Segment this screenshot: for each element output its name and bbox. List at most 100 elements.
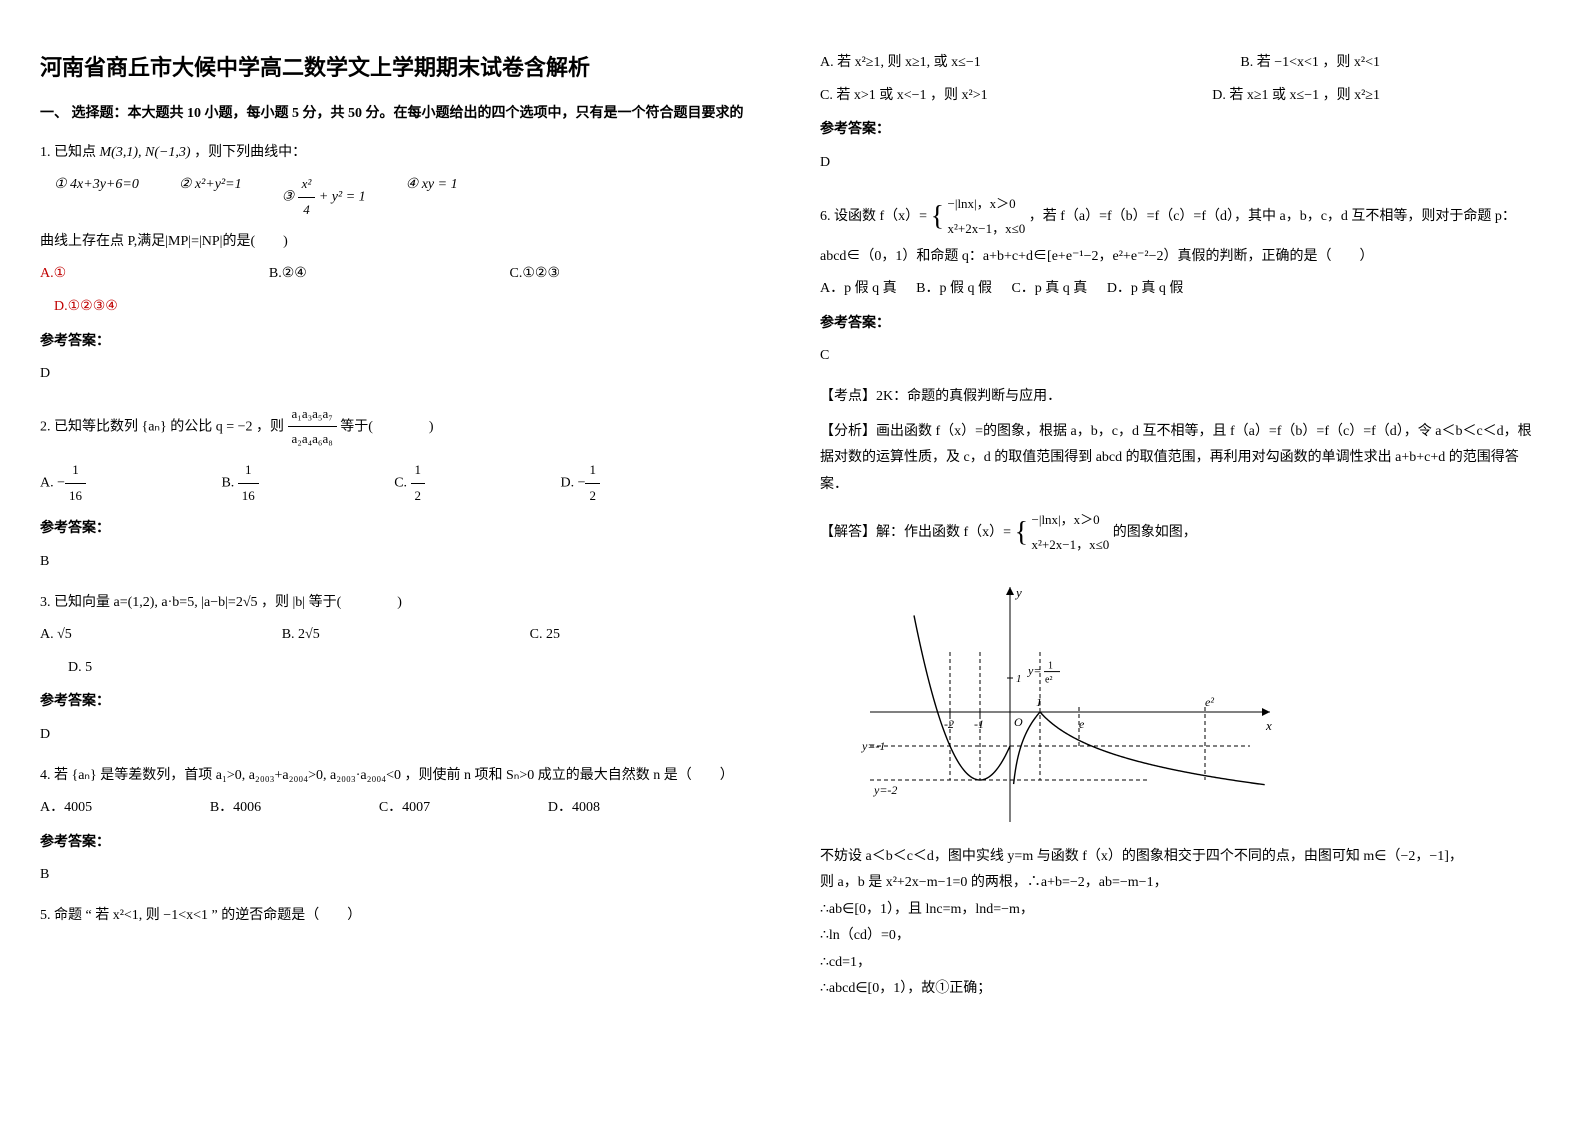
q3-optA: A. √5: [40, 622, 72, 649]
q6-optA: A．p 假 q 真: [820, 281, 897, 296]
right-column: A. 若 x²≥1, 则 x≥1, 或 x≤−1 B. 若 −1<x<1 ，则 …: [820, 40, 1540, 1013]
q1-c3-pre: ③: [282, 190, 298, 205]
q1-optC: C.①②③: [510, 261, 561, 288]
q2-c-pre: C.: [394, 476, 410, 491]
question-1: 1. 已知点 M(3,1), N(−1,3) ，则下列曲线中： ① 4x+3y+…: [40, 140, 760, 388]
q2-c-d: 2: [411, 484, 426, 509]
exam-title: 河南省商丘市大候中学高二数学文上学期期末试卷含解析: [40, 50, 760, 82]
q2-c-n: 1: [411, 458, 426, 484]
q2-stem1: 2. 已知等比数列 {aₙ} 的公比 q = −2 ，则: [40, 419, 288, 434]
q5-stem: 5. 命题 “ 若 x²<1, 则 −1<x<1 ” 的逆否命题是（ ）: [40, 903, 760, 930]
q6-piece2: x²+2x−1，x≤0: [948, 217, 1026, 242]
question-2: 2. 已知等比数列 {aₙ} 的公比 q = −2 ，则 a₁a₃a₅a₇a₂a…: [40, 402, 760, 576]
q5-ans-label: 参考答案：: [820, 117, 1540, 144]
q3-optC: C. 25: [530, 622, 560, 649]
q6-fenxi: 【分析】画出函数 f（x）=的图象，根据 a，b，c，d 互不相等，且 f（a）…: [820, 419, 1540, 499]
q6-kaodian: 【考点】2K：命题的真假判断与应用．: [820, 384, 1540, 411]
q2-optC: C. 12: [394, 458, 425, 508]
q6-ans: C: [820, 343, 1540, 370]
svg-text:y: y: [1014, 585, 1022, 600]
q5-optA: A. 若 x²≥1, 则 x≥1, 或 x≤−1: [820, 50, 981, 77]
q6-jd2: 的图象如图，: [1113, 525, 1197, 540]
question-3: 3. 已知向量 a=(1,2), a·b=5, |a−b|=2√5 ，则 |b|…: [40, 590, 760, 749]
q1-optA: A.①: [40, 261, 66, 288]
q1-c4: ④ xy = 1: [406, 172, 458, 222]
q1-c1: ① 4x+3y+6=0: [54, 172, 139, 222]
q6-optB: B．p 假 q 假: [916, 281, 992, 296]
q2-d-pre: D. −: [560, 476, 585, 491]
svg-text:y=: y=: [1027, 663, 1041, 677]
q2-ans-label: 参考答案：: [40, 516, 760, 543]
q6-p4: ∴ln（cd）=0，: [820, 923, 1540, 950]
question-4: 4. 若 {aₙ} 是等差数列，首项 a₁>0, a₂₀₀₃+a₂₀₀₄>0, …: [40, 763, 760, 889]
svg-text:1: 1: [1016, 673, 1022, 685]
q3-ans-label: 参考答案：: [40, 689, 760, 716]
q1-stem2: ，则下列曲线中：: [194, 145, 306, 160]
q2-optD: D. −12: [560, 458, 600, 508]
svg-text:e: e: [1079, 717, 1085, 731]
q1-stem1: 1. 已知点: [40, 145, 100, 160]
q5-optD: D. 若 x≥1 或 x≤−1 ，则 x²≥1: [1212, 83, 1380, 110]
q2-d-n: 1: [585, 458, 600, 484]
question-5-stem: 5. 命题 “ 若 x²<1, 则 −1<x<1 ” 的逆否命题是（ ）: [40, 903, 760, 930]
q5-ans: D: [820, 150, 1540, 177]
q4-optD: D．4008: [548, 795, 600, 822]
svg-text:O: O: [1014, 715, 1023, 729]
q1-curves: ① 4x+3y+6=0 ② x²+y²=1 ③ x²4 + y² = 1 ④ x…: [54, 172, 760, 222]
q2-a-n: 1: [65, 458, 86, 484]
q2-frac-n: a₁a₃a₅a₇: [288, 402, 337, 428]
q5-optB: B. 若 −1<x<1 ，则 x²<1: [1240, 50, 1380, 77]
svg-text:1: 1: [1036, 695, 1042, 709]
q6-jd1: 【解答】解：作出函数 f（x）=: [820, 525, 1015, 540]
q6-ans-label: 参考答案：: [820, 311, 1540, 338]
svg-text:-2: -2: [944, 717, 954, 731]
q1-c3-n: x²: [298, 172, 316, 198]
q2-a-d: 16: [65, 484, 86, 509]
svg-text:y=-2: y=-2: [873, 783, 897, 797]
q1-c3: ③ x²4 + y² = 1: [282, 172, 366, 222]
q1-ans-label: 参考答案：: [40, 329, 760, 356]
q3-ans: D: [40, 722, 760, 749]
svg-text:y=-1: y=-1: [861, 739, 885, 753]
q2-optB: B. 116: [221, 458, 258, 508]
q2-ans: B: [40, 549, 760, 576]
q5-optC: C. 若 x>1 或 x<−1 ，则 x²>1: [820, 83, 988, 110]
q2-b-n: 1: [238, 458, 259, 484]
q1-optD: D.①②③④: [54, 294, 760, 321]
q4-optB: B．4006: [210, 795, 261, 822]
q6-optC: C．p 真 q 真: [1011, 281, 1087, 296]
section-1-head: 一、 选择题：本大题共 10 小题，每小题 5 分，共 50 分。在每小题给出的…: [40, 102, 760, 126]
q1-line2: 曲线上存在点 P,满足|MP|=|NP|的是( ): [40, 229, 760, 256]
q6-jdp2: x²+2x−1，x≤0: [1032, 533, 1110, 558]
svg-text:e²: e²: [1045, 674, 1052, 685]
q1-c2: ② x²+y²=1: [179, 172, 242, 222]
question-6: 6. 设函数 f（x）= { −|lnx|，x＞0 x²+2x−1，x≤0 ，若…: [820, 190, 1540, 1003]
q4-stem: 4. 若 {aₙ} 是等差数列，首项 a₁>0, a₂₀₀₃+a₂₀₀₄>0, …: [40, 763, 760, 790]
q3-optD: D. 5: [68, 655, 760, 682]
q2-b-pre: B.: [221, 476, 237, 491]
q4-ans-label: 参考答案：: [40, 830, 760, 857]
q2-d-d: 2: [585, 484, 600, 509]
q3-stem: 3. 已知向量 a=(1,2), a·b=5, |a−b|=2√5 ，则 |b|…: [40, 590, 760, 617]
q3-optB: B. 2√5: [282, 622, 320, 649]
svg-text:1: 1: [1048, 660, 1053, 671]
q6-p5: ∴cd=1，: [820, 950, 1540, 977]
question-5-opts: A. 若 x²≥1, 则 x≥1, 或 x≤−1 B. 若 −1<x<1 ，则 …: [820, 50, 1540, 176]
left-column: 河南省商丘市大候中学高二数学文上学期期末试卷含解析 一、 选择题：本大题共 10…: [40, 40, 760, 1013]
q6-piece1: −|lnx|，x＞0: [948, 192, 1026, 217]
svg-text:-1: -1: [974, 717, 984, 731]
q6-graph: yxO-2-11ee²y=-1y=-2y=1e²1: [860, 572, 1540, 832]
q4-ans: B: [40, 862, 760, 889]
q2-a-pre: A. −: [40, 476, 65, 491]
q1-ans: D: [40, 361, 760, 388]
q2-b-d: 16: [238, 484, 259, 509]
q6-stem1: 6. 设函数 f（x）=: [820, 209, 931, 224]
q6-jdp1: −|lnx|，x＞0: [1032, 508, 1110, 533]
q2-frac-d: a₂a₄a₆a₈: [288, 427, 337, 452]
q6-optD: D．p 真 q 假: [1107, 281, 1184, 296]
svg-text:x: x: [1265, 718, 1272, 733]
q2-optA: A. −116: [40, 458, 86, 508]
q4-optC: C．4007: [379, 795, 430, 822]
q6-p3: ∴ab∈[0，1），且 lnc=m，lnd=−m，: [820, 897, 1540, 924]
svg-text:e²: e²: [1205, 695, 1214, 709]
